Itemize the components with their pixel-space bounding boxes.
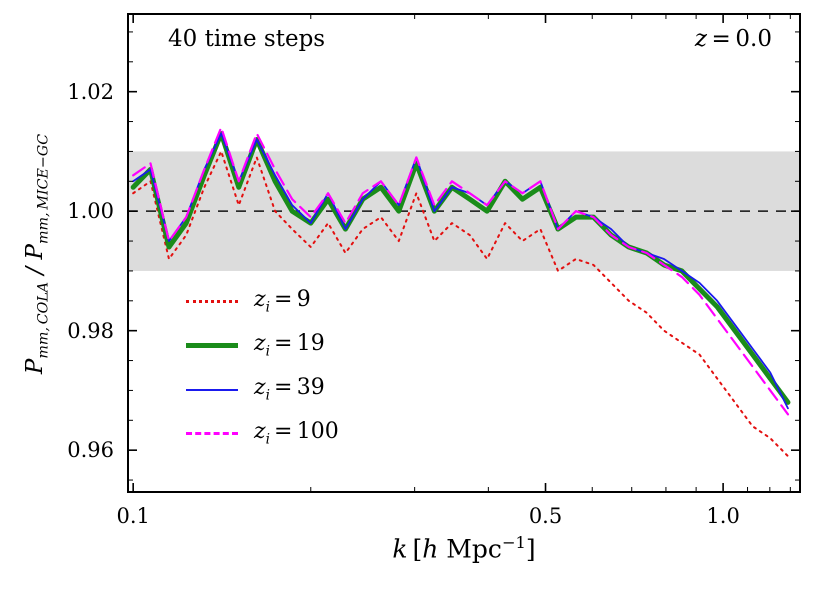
y-tick-label: 0.96 [67,438,114,463]
annotation-time-steps-text: 40 time steps [168,26,326,52]
y-tick-label: 0.98 [67,318,114,343]
x-axis-label-close-bracket: ] [525,534,536,564]
y-tick-label: 1.02 [67,79,114,104]
legend-item-zi19: zi = 19 [186,331,339,360]
x-tick-label: 0.1 [116,504,150,528]
legend-item-zi9: zi = 9 [186,287,339,316]
legend: zi = 9 zi = 19 zi = 39 zi = 100 [186,287,339,448]
x-axis-label-h: h [422,534,439,564]
x-tick-label: 0.5 [528,504,563,528]
legend-swatch-zi100 [186,432,238,435]
x-axis-label: k [h Mpc−1] [264,533,664,563]
legend-label-zi9: zi = 9 [254,287,311,316]
legend-label-zi19: zi = 19 [254,331,325,360]
y-axis-label-sub2: mm, MICE−GC [35,133,52,245]
y-axis-label-separator: / [22,259,48,282]
x-axis-label-open-bracket: [ [407,534,423,564]
redshift-value: = 0.0 [706,26,772,52]
legend-item-zi39: zi = 39 [186,375,339,404]
x-axis-label-exponent: −1 [501,533,526,552]
legend-label-zi100: zi = 100 [254,419,339,448]
x-axis-label-unit: Mpc [438,534,502,564]
legend-swatch-zi39 [186,388,238,391]
y-axis-label-p1: P [22,358,48,375]
y-axis-label-sub1: mm, COLA [35,281,52,359]
x-tick-label: 1.0 [706,504,740,528]
legend-swatch-zi9 [186,300,238,303]
redshift-variable: z [694,26,707,52]
x-axis-label-k: k [392,534,408,564]
y-tick-label: 1.00 [67,199,114,224]
y-axis-label: Pmm, COLA / Pmm, MICE−GC [22,4,54,504]
legend-label-zi39: zi = 39 [254,375,325,404]
annotation-redshift: z = 0.0 [695,26,772,52]
legend-item-zi100: zi = 100 [186,419,339,448]
y-axis-label-p2: P [22,244,48,260]
annotation-time-steps: 40 time steps [168,26,325,52]
legend-swatch-zi19 [186,343,238,348]
